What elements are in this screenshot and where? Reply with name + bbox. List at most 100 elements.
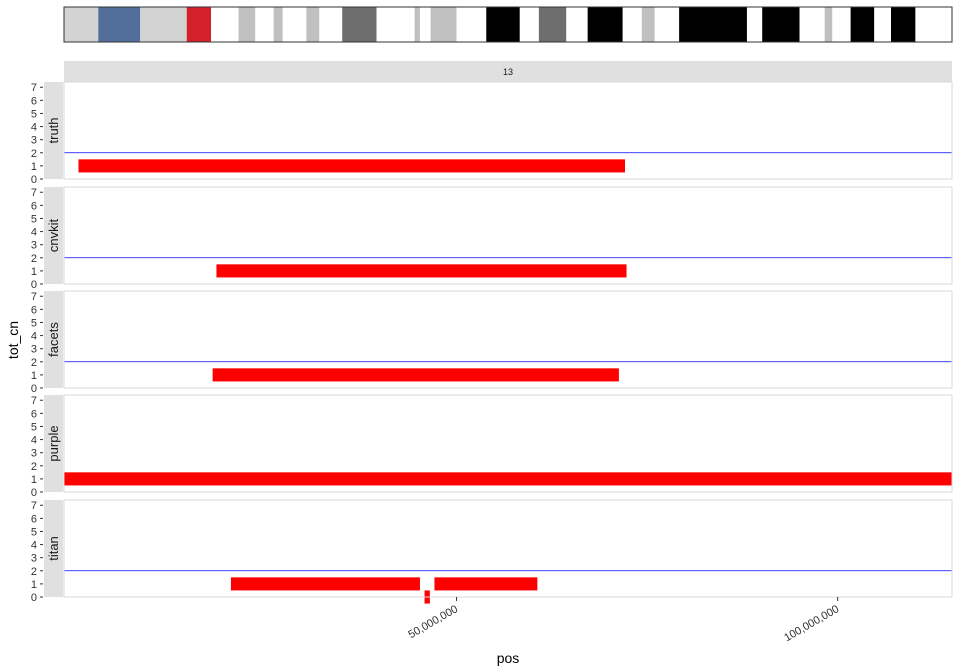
ideogram-band	[762, 7, 800, 42]
y-tick-label: 0	[31, 279, 37, 291]
y-tick-label: 2	[31, 566, 37, 578]
ideogram-band	[915, 7, 952, 42]
y-tick-label: 6	[31, 513, 37, 525]
y-tick-label: 4	[31, 122, 37, 134]
y-tick-label: 3	[31, 240, 37, 252]
ideogram-band	[255, 7, 274, 42]
panel-border	[63, 81, 953, 180]
y-tick-label: 7	[31, 291, 37, 303]
y-tick-label: 7	[31, 82, 37, 94]
y-tick-label: 0	[31, 383, 37, 395]
x-tick-label: 50,000,000	[406, 603, 460, 641]
y-tick-label: 2	[31, 357, 37, 369]
ideogram-band	[891, 7, 916, 42]
ideogram-band	[538, 7, 567, 42]
y-tick-label: 3	[31, 135, 37, 147]
y-tick-label: 4	[31, 435, 37, 447]
y-axis-title: tot_cn	[5, 321, 21, 359]
ideogram-band	[486, 7, 520, 42]
ideogram-band	[832, 7, 851, 42]
ideogram-band	[587, 7, 623, 42]
y-tick-label: 3	[31, 344, 37, 356]
y-tick-label: 7	[31, 395, 37, 407]
y-tick-label: 5	[31, 213, 37, 225]
ideogram-band	[306, 7, 320, 42]
cn-segment	[216, 264, 627, 278]
chromosome-ideogram	[63, 6, 953, 43]
y-tick-label: 5	[31, 526, 37, 538]
ideogram-band	[64, 7, 99, 42]
ideogram-band	[799, 7, 825, 42]
ideogram-band	[419, 7, 431, 42]
y-tick-label: 1	[31, 161, 37, 173]
facet-title: 13	[503, 67, 513, 77]
y-tick-label: 2	[31, 461, 37, 473]
panel-label: titan	[46, 536, 61, 561]
y-tick-label: 4	[31, 227, 37, 239]
y-tick-label: 0	[31, 174, 37, 186]
ideogram-band	[319, 7, 343, 42]
panel-strip	[44, 82, 63, 179]
ideogram-band	[746, 7, 763, 42]
y-tick-label: 6	[31, 95, 37, 107]
facet-strip-bg	[64, 61, 952, 82]
ideogram-band	[140, 7, 187, 42]
y-tick-label: 1	[31, 370, 37, 382]
y-tick-label: 7	[31, 500, 37, 512]
y-tick-label: 2	[31, 253, 37, 265]
y-tick-label: 5	[31, 317, 37, 329]
panel-label: facets	[46, 322, 61, 357]
y-tick-label: 3	[31, 553, 37, 565]
ideogram-band	[566, 7, 588, 42]
panel-label: cnvkit	[46, 218, 61, 252]
y-tick-label: 2	[31, 148, 37, 160]
ideogram-band	[414, 7, 420, 42]
panel-border	[63, 186, 953, 285]
panel-label: truth	[46, 117, 61, 143]
y-tick-label: 1	[31, 579, 37, 591]
y-tick-label: 1	[31, 266, 37, 278]
x-tick-label: 100,000,000	[782, 603, 841, 644]
y-tick-label: 5	[31, 108, 37, 120]
panel-strip	[44, 187, 63, 284]
y-tick-label: 1	[31, 474, 37, 486]
cn-segment	[64, 472, 952, 486]
cn-segment	[434, 577, 538, 591]
x-axis-title: pos	[497, 650, 520, 666]
ideogram-band	[98, 7, 141, 42]
ideogram-band	[430, 7, 457, 42]
panel-strip	[44, 395, 63, 492]
ideogram-band	[273, 7, 283, 42]
ideogram-band	[376, 7, 415, 42]
y-tick-label: 0	[31, 592, 37, 604]
ideogram-band	[186, 7, 212, 42]
y-tick-label: 6	[31, 408, 37, 420]
panel-border	[63, 499, 953, 598]
y-tick-label: 0	[31, 487, 37, 499]
ideogram-band	[654, 7, 680, 42]
y-tick-label: 4	[31, 540, 37, 552]
facet-strip: 13	[64, 61, 952, 82]
cn-segment	[230, 577, 420, 591]
x-axis: 50,000,000 100,000,000	[406, 597, 841, 644]
ideogram-band	[622, 7, 642, 42]
y-tick-label: 3	[31, 448, 37, 460]
ideogram-band	[679, 7, 747, 42]
y-tick-label: 6	[31, 304, 37, 316]
ideogram-band	[342, 7, 377, 42]
ideogram-band	[519, 7, 539, 42]
ideogram-band	[211, 7, 239, 42]
ideogram-band	[282, 7, 307, 42]
panel-strip	[44, 500, 63, 597]
panel-label: purple	[46, 425, 61, 461]
cn-segment	[212, 368, 619, 382]
ideogram-band	[641, 7, 655, 42]
panel-border	[63, 290, 953, 389]
ideogram-band	[238, 7, 256, 42]
y-tick-label: 5	[31, 421, 37, 433]
ideogram-band	[456, 7, 487, 42]
panels: truth01234567cnvkit01234567facets0123456…	[31, 81, 953, 604]
